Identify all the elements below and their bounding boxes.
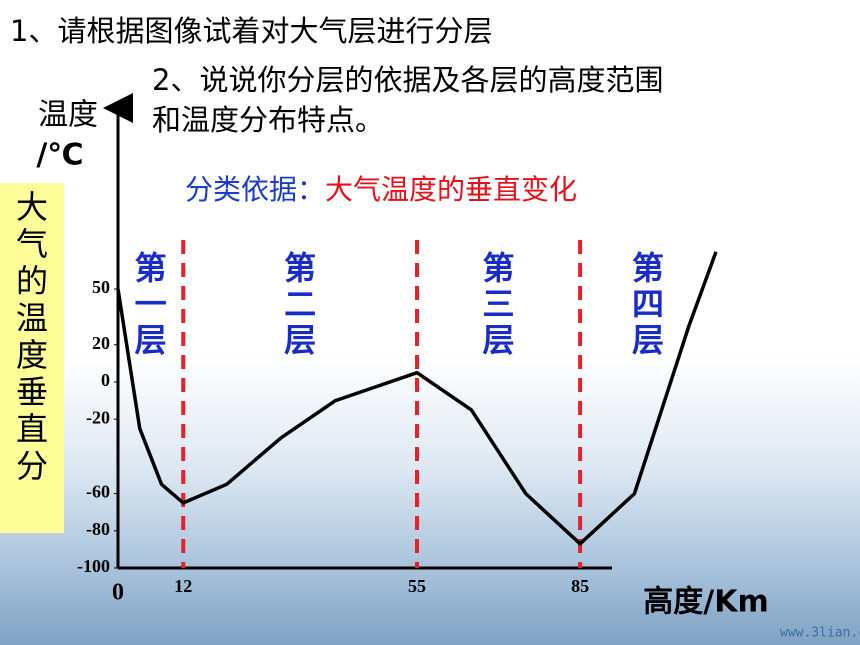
layer-label: 第三层 [482, 249, 515, 359]
y-tick-label: 20 [92, 333, 110, 353]
x-tick-label: 12 [174, 576, 192, 596]
y-label: /℃ [36, 138, 83, 173]
y-tick-label: 50 [92, 277, 110, 297]
y-tick-label: 0 [101, 370, 110, 390]
question-line: 和温度分布特点。 [152, 103, 385, 137]
x-label: 高度/Km [643, 585, 768, 620]
title: 1、请根据图像试着对大气层进行分层 [10, 14, 493, 48]
temperature-curve [116, 251, 718, 546]
y-tick-label: -60 [86, 482, 110, 502]
layer-label: 第二层 [284, 249, 317, 359]
basis-text: 大气温度的垂直变化 [325, 173, 578, 206]
y-tick-label: -20 [86, 407, 110, 427]
y-label: 温度 [38, 98, 98, 133]
side-note: 大气的温度垂直分 [15, 188, 48, 485]
watermark: www.3lian.com [780, 626, 860, 641]
question: 2、说说你分层的依据及各层的高度范围 和温度分布特点。 [152, 60, 663, 140]
basis: 分类依据：大气温度的垂直变化 [185, 168, 577, 208]
x-tick-label: 85 [571, 576, 589, 596]
side-note-box: 大气的温度垂直分 [0, 183, 64, 533]
y-tick-label: -100 [77, 556, 110, 576]
layer-label: 第四层 [632, 249, 665, 359]
x-tick-label: 55 [408, 576, 426, 596]
y-tick-label: -80 [86, 519, 110, 539]
basis-label: 分类依据： [185, 173, 326, 206]
question-line: 2、说说你分层的依据及各层的高度范围 [152, 63, 664, 97]
layer-label: 第一层 [134, 249, 167, 359]
x-tick-label: 0 [112, 580, 124, 606]
